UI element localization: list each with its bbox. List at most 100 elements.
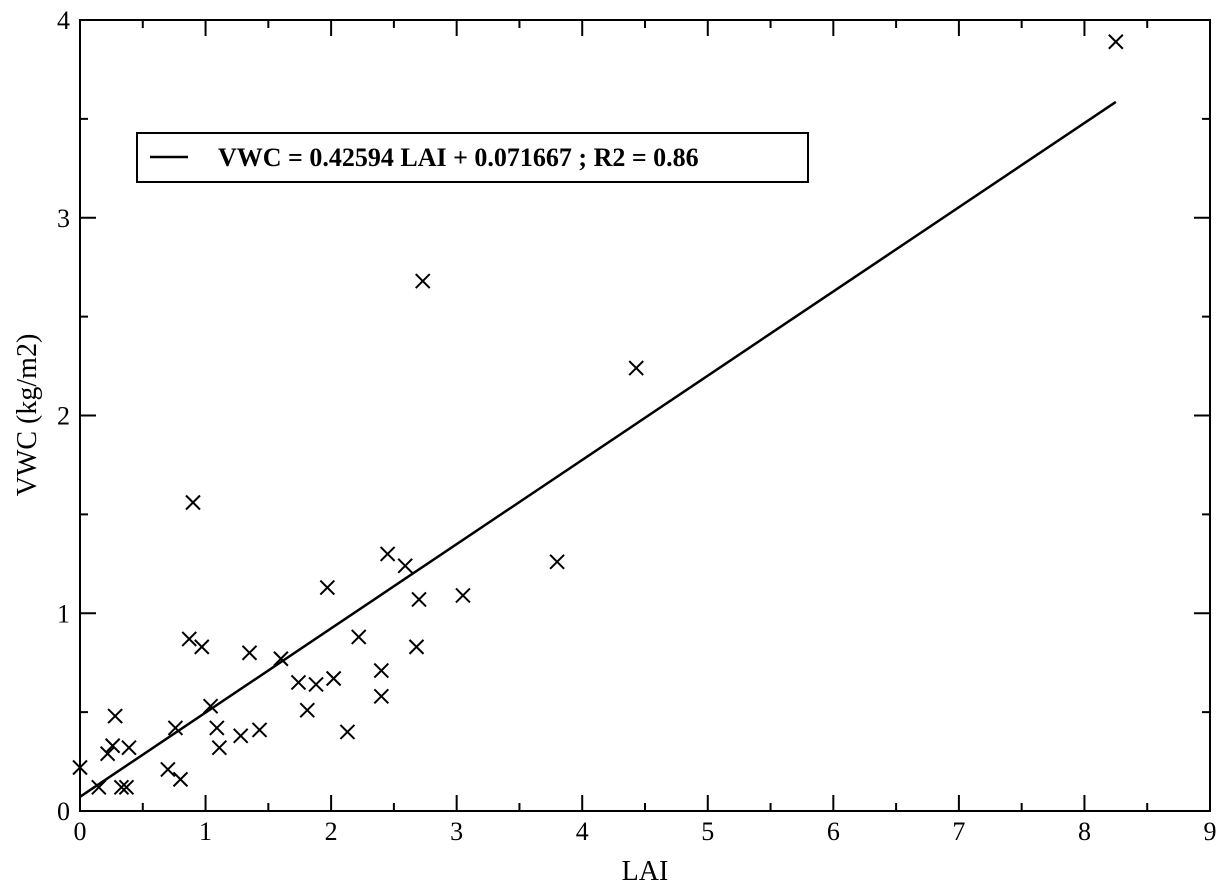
marker-stroke <box>72 759 88 776</box>
data-point-x-marker <box>325 670 342 687</box>
axis-ticks <box>79 19 1211 812</box>
marker-stroke <box>202 698 219 714</box>
x-tick-label: 3 <box>450 817 463 846</box>
marker-stroke <box>233 728 249 744</box>
data-point-x-marker <box>549 554 565 570</box>
marker-stroke <box>167 720 184 736</box>
data-point-x-marker <box>373 662 390 679</box>
x-tick-label: 2 <box>325 817 338 846</box>
y-tick-label: 1 <box>57 599 70 628</box>
marker-stroke <box>397 558 413 574</box>
marker-stroke <box>160 761 176 778</box>
x-tick-label: 8 <box>1078 817 1091 846</box>
marker-stroke <box>408 639 425 655</box>
data-point-x-marker <box>1108 34 1124 50</box>
data-point-x-marker <box>308 676 324 693</box>
marker-stroke <box>325 670 342 687</box>
x-tick-label: 6 <box>827 817 840 846</box>
marker-stroke <box>121 740 137 756</box>
data-point-x-marker <box>628 360 644 376</box>
marker-stroke <box>104 738 121 754</box>
marker-stroke <box>194 639 210 655</box>
y-axis-title: VWC (kg/m2) <box>12 334 43 497</box>
data-point-x-marker <box>194 639 210 655</box>
x-tick-label: 5 <box>701 817 714 846</box>
marker-stroke <box>455 587 471 604</box>
legend-label: VWC = 0.42594 LAI + 0.071667 ; R2 = 0.86 <box>218 143 699 172</box>
marker-stroke <box>379 546 396 562</box>
marker-stroke <box>299 702 315 718</box>
marker-stroke <box>339 724 356 740</box>
marker-stroke <box>308 676 324 693</box>
marker-stroke <box>185 494 201 511</box>
marker-stroke <box>415 273 431 289</box>
marker-stroke <box>290 674 307 691</box>
data-point-x-marker <box>91 779 107 795</box>
data-point-x-marker <box>411 591 427 608</box>
marker-stroke <box>209 720 225 736</box>
x-tick-label: 9 <box>1204 817 1217 846</box>
x-tick-label: 4 <box>576 817 589 846</box>
data-point-x-marker <box>72 759 88 776</box>
data-point-x-marker <box>273 651 289 667</box>
y-tick-label: 4 <box>57 6 70 35</box>
data-point-x-marker <box>241 645 258 661</box>
data-point-x-marker <box>167 720 184 736</box>
regression-line <box>79 100 1117 798</box>
data-point-x-marker <box>118 779 135 795</box>
y-tick-label: 2 <box>57 402 70 431</box>
marker-stroke <box>241 645 258 661</box>
marker-stroke <box>211 740 228 756</box>
marker-stroke <box>91 779 107 795</box>
y-tick-label: 3 <box>57 204 70 233</box>
data-point-x-marker <box>251 722 268 738</box>
data-point-x-marker <box>113 779 130 795</box>
data-point-x-marker <box>185 494 201 511</box>
data-point-x-marker <box>290 674 307 691</box>
data-point-x-marker <box>160 761 176 778</box>
data-point-x-marker <box>379 546 396 562</box>
data-point-x-marker <box>299 702 315 718</box>
marker-stroke <box>1108 34 1124 50</box>
data-point-x-marker <box>339 724 356 740</box>
marker-stroke <box>99 745 116 762</box>
data-points <box>72 34 1124 795</box>
marker-stroke <box>113 779 130 795</box>
marker-stroke <box>351 629 367 645</box>
x-axis-title: LAI <box>622 856 669 887</box>
marker-stroke <box>373 662 390 679</box>
data-point-x-marker <box>99 745 116 762</box>
y-tick-label: 0 <box>57 797 70 826</box>
x-tick-label: 0 <box>74 817 87 846</box>
x-tick-label: 7 <box>952 817 965 846</box>
marker-stroke <box>549 554 565 570</box>
data-point-x-marker <box>209 720 225 736</box>
marker-stroke <box>172 771 189 788</box>
data-point-x-marker <box>415 273 431 289</box>
marker-stroke <box>373 688 390 705</box>
x-tick-label: 1 <box>199 817 212 846</box>
marker-stroke <box>273 651 289 667</box>
data-point-x-marker <box>319 579 336 596</box>
data-point-x-marker <box>408 639 425 655</box>
legend-box <box>136 132 809 183</box>
regression-line-group <box>79 100 1117 798</box>
tick-labels: 0 1 2 3 4 5 6 7 8 9 0 1 2 3 4 <box>57 6 1217 846</box>
data-point-x-marker <box>211 740 228 756</box>
data-point-x-marker <box>121 740 137 756</box>
marker-stroke <box>411 591 427 608</box>
data-point-x-marker <box>397 558 413 574</box>
data-point-x-marker <box>233 728 249 744</box>
data-point-x-marker <box>172 771 189 788</box>
data-point-x-marker <box>351 629 367 645</box>
legend: VWC = 0.42594 LAI + 0.071667 ; R2 = 0.86 <box>136 132 809 183</box>
data-point-x-marker <box>455 587 471 604</box>
data-point-x-marker <box>373 688 390 705</box>
marker-stroke <box>628 360 644 376</box>
data-point-x-marker <box>104 738 121 754</box>
marker-stroke <box>118 779 135 795</box>
marker-stroke <box>319 579 336 596</box>
data-point-x-marker <box>202 698 219 714</box>
marker-stroke <box>251 722 268 738</box>
